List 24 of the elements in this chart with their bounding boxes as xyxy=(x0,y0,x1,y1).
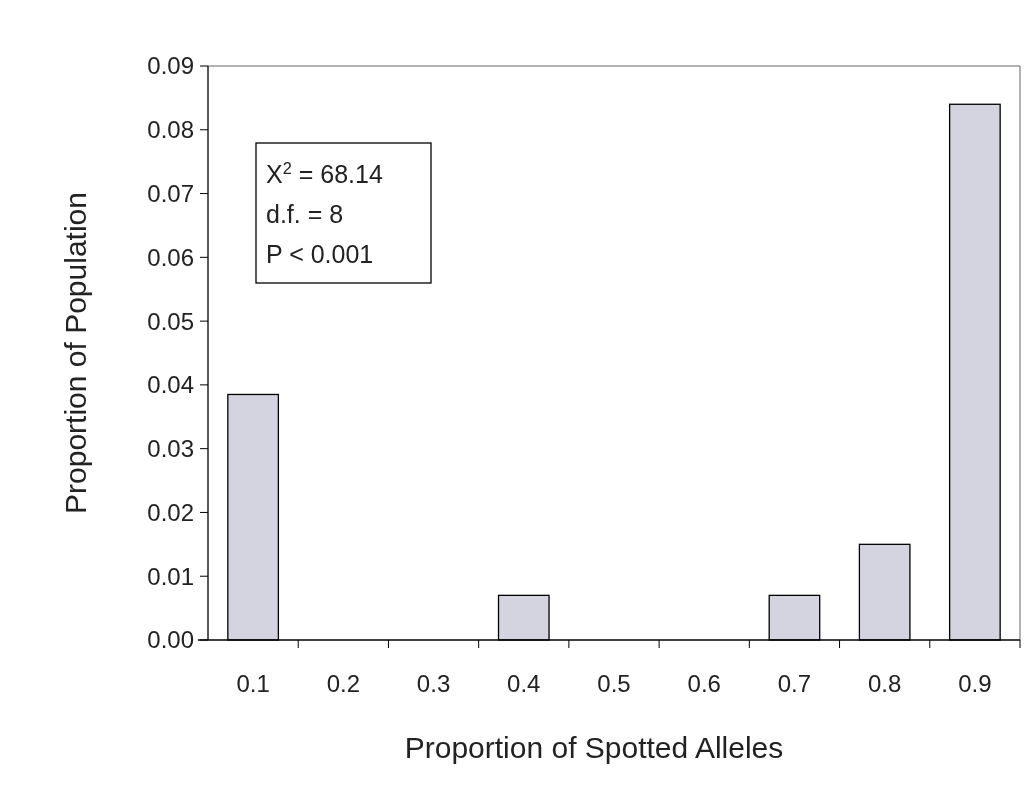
x-tick-label: 0.9 xyxy=(958,670,992,697)
y-tick-label: 0.08 xyxy=(147,116,194,144)
annotation: d.f. = 8 xyxy=(266,200,344,228)
y-tick-label: 0.06 xyxy=(147,243,194,271)
x-tick-label: 0.1 xyxy=(236,670,270,697)
x-axis-title: Proportion of Spotted Alleles xyxy=(404,731,784,764)
x-tick-label: 0.4 xyxy=(507,670,541,697)
annotation: P < 0.001 xyxy=(266,240,374,268)
y-tick-label: 0.02 xyxy=(147,498,194,526)
y-tick-label: 0.01 xyxy=(147,562,194,590)
x-tick-label: 0.2 xyxy=(326,670,361,697)
y-tick-label: 0.07 xyxy=(147,179,194,207)
x-tick-label: 0.8 xyxy=(867,670,902,697)
y-tick-label: 0.05 xyxy=(147,307,194,335)
x-tick-label: 0.7 xyxy=(777,670,812,697)
x-tick-label: 0.6 xyxy=(687,670,721,697)
y-tick-label: 0.03 xyxy=(147,435,194,463)
x-tick-label: 0.3 xyxy=(416,670,451,697)
y-tick-label: 0.09 xyxy=(147,52,194,80)
y-tick-label: 0.04 xyxy=(147,371,194,399)
y-tick-label: 0.00 xyxy=(147,626,194,654)
y-axis-title: Proportion of Population xyxy=(59,192,92,514)
x-tick-label: 0.5 xyxy=(597,670,631,697)
annotation: X$^{2}$ = 68.14 xyxy=(266,159,383,188)
